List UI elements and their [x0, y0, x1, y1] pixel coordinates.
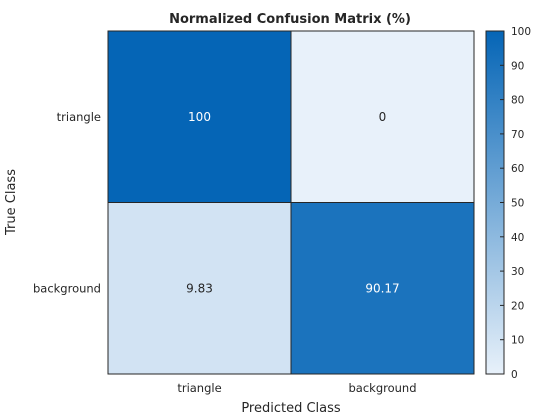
cell-value-label: 90.17 — [365, 281, 399, 295]
y-tick-label: triangle — [57, 110, 101, 124]
chart-title: Normalized Confusion Matrix (%) — [169, 12, 411, 27]
colorbar-tick-label: 90 — [511, 60, 524, 72]
colorbar-tick-label: 70 — [511, 129, 524, 141]
x-tick-label: triangle — [177, 381, 221, 395]
colorbar-tick-label: 100 — [511, 26, 531, 38]
y-tick-label: background — [33, 281, 101, 295]
cell-value-label: 0 — [379, 110, 387, 124]
colorbar-tick-label: 10 — [511, 335, 524, 347]
colorbar-tick-label: 20 — [511, 300, 524, 312]
matrix-cells — [107, 30, 475, 375]
plot-frame — [107, 30, 475, 375]
matrix-cell — [107, 202, 292, 375]
x-axis-label: Predicted Class — [241, 401, 341, 416]
matrix-cell-labels: 100 0 9.83 90.17 — [186, 110, 400, 296]
colorbar-ticks: 0 10 20 30 40 50 60 70 80 90 100 — [500, 26, 531, 381]
y-tick-labels: triangle background — [33, 110, 101, 296]
colorbar-tick-label: 30 — [511, 266, 524, 278]
matrix-cell — [107, 30, 292, 203]
cell-value-label: 9.83 — [186, 281, 213, 295]
x-tick-label: background — [348, 381, 416, 395]
colorbar-tick-label: 80 — [511, 95, 524, 107]
matrix-cell — [290, 30, 475, 203]
colorbar-tick-label: 40 — [511, 232, 524, 244]
colorbar-tick-label: 0 — [511, 369, 518, 381]
matrix-cell — [290, 202, 475, 375]
y-axis-label: True Class — [4, 169, 19, 236]
colorbar-tick-label: 60 — [511, 163, 524, 175]
x-tick-labels: triangle background — [177, 381, 416, 395]
cell-value-label: 100 — [188, 110, 211, 124]
colorbar-tick-label: 50 — [511, 198, 524, 210]
